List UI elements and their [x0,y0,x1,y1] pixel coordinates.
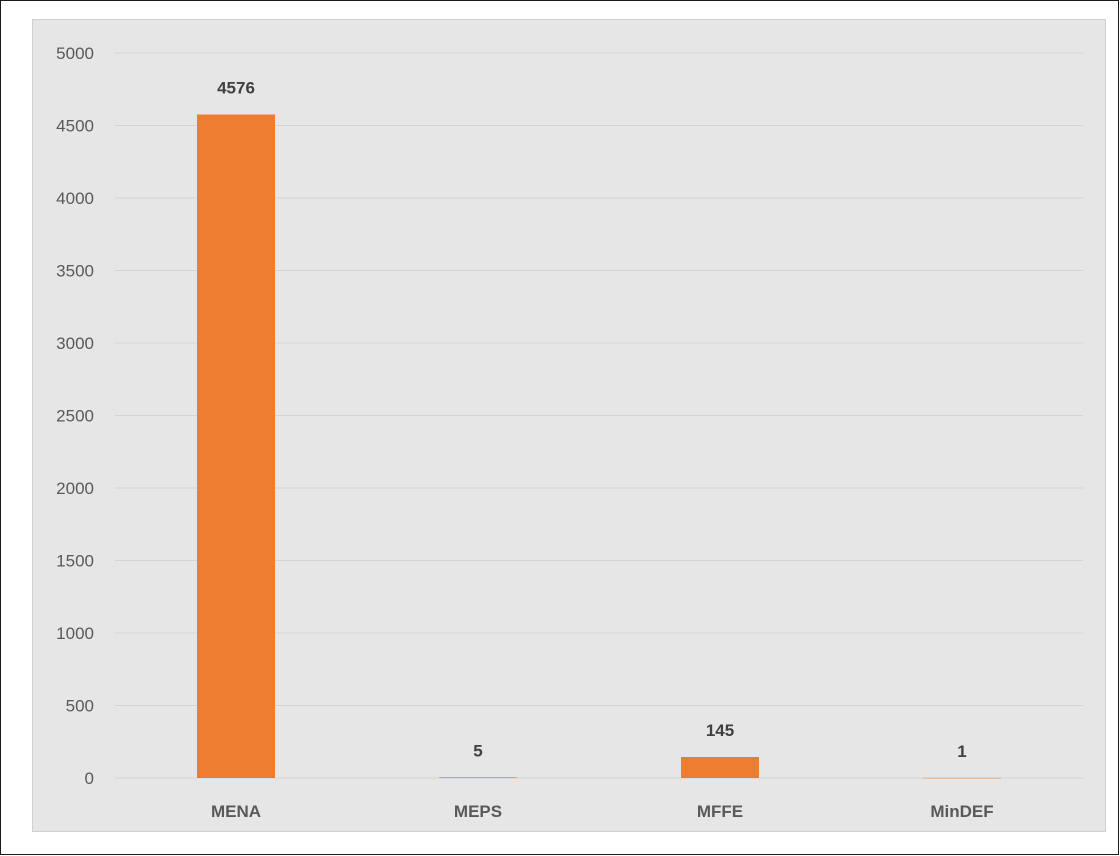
bars [197,114,1001,779]
y-tick-label: 1000 [56,624,94,643]
bar-mena [197,114,275,779]
data-label-mffe: 145 [706,721,734,740]
y-tick-label: 3000 [56,334,94,353]
gridlines [115,52,1083,779]
data-label-mindef: 1 [957,742,966,761]
data-label-meps: 5 [473,741,482,760]
y-tick-label: 1500 [56,552,94,571]
x-category-label-mffe: MFFE [697,802,743,821]
y-tick-label: 3500 [56,262,94,281]
x-category-label-meps: MEPS [454,802,502,821]
x-category-label-mena: MENA [211,802,261,821]
data-labels: 4576 5 145 1 [217,78,967,760]
y-tick-label: 4000 [56,189,94,208]
bar-mffe [681,756,759,778]
y-axis-ticks: 0 500 1000 1500 2000 2500 3000 3500 4000 4500 5000 [56,44,94,788]
y-tick-label: 5000 [56,44,94,63]
y-tick-label: 0 [85,769,94,788]
y-tick-label: 2500 [56,407,94,426]
y-tick-label: 4500 [56,117,94,136]
x-category-label-mindef: MinDEF [930,802,993,821]
bar-mindef [923,777,1001,779]
bar-meps [439,777,517,778]
y-tick-label: 2000 [56,479,94,498]
y-tick-label: 500 [66,697,94,716]
data-label-mena: 4576 [217,78,255,97]
x-axis-labels: MENA MEPS MFFE MinDEF [211,802,994,821]
